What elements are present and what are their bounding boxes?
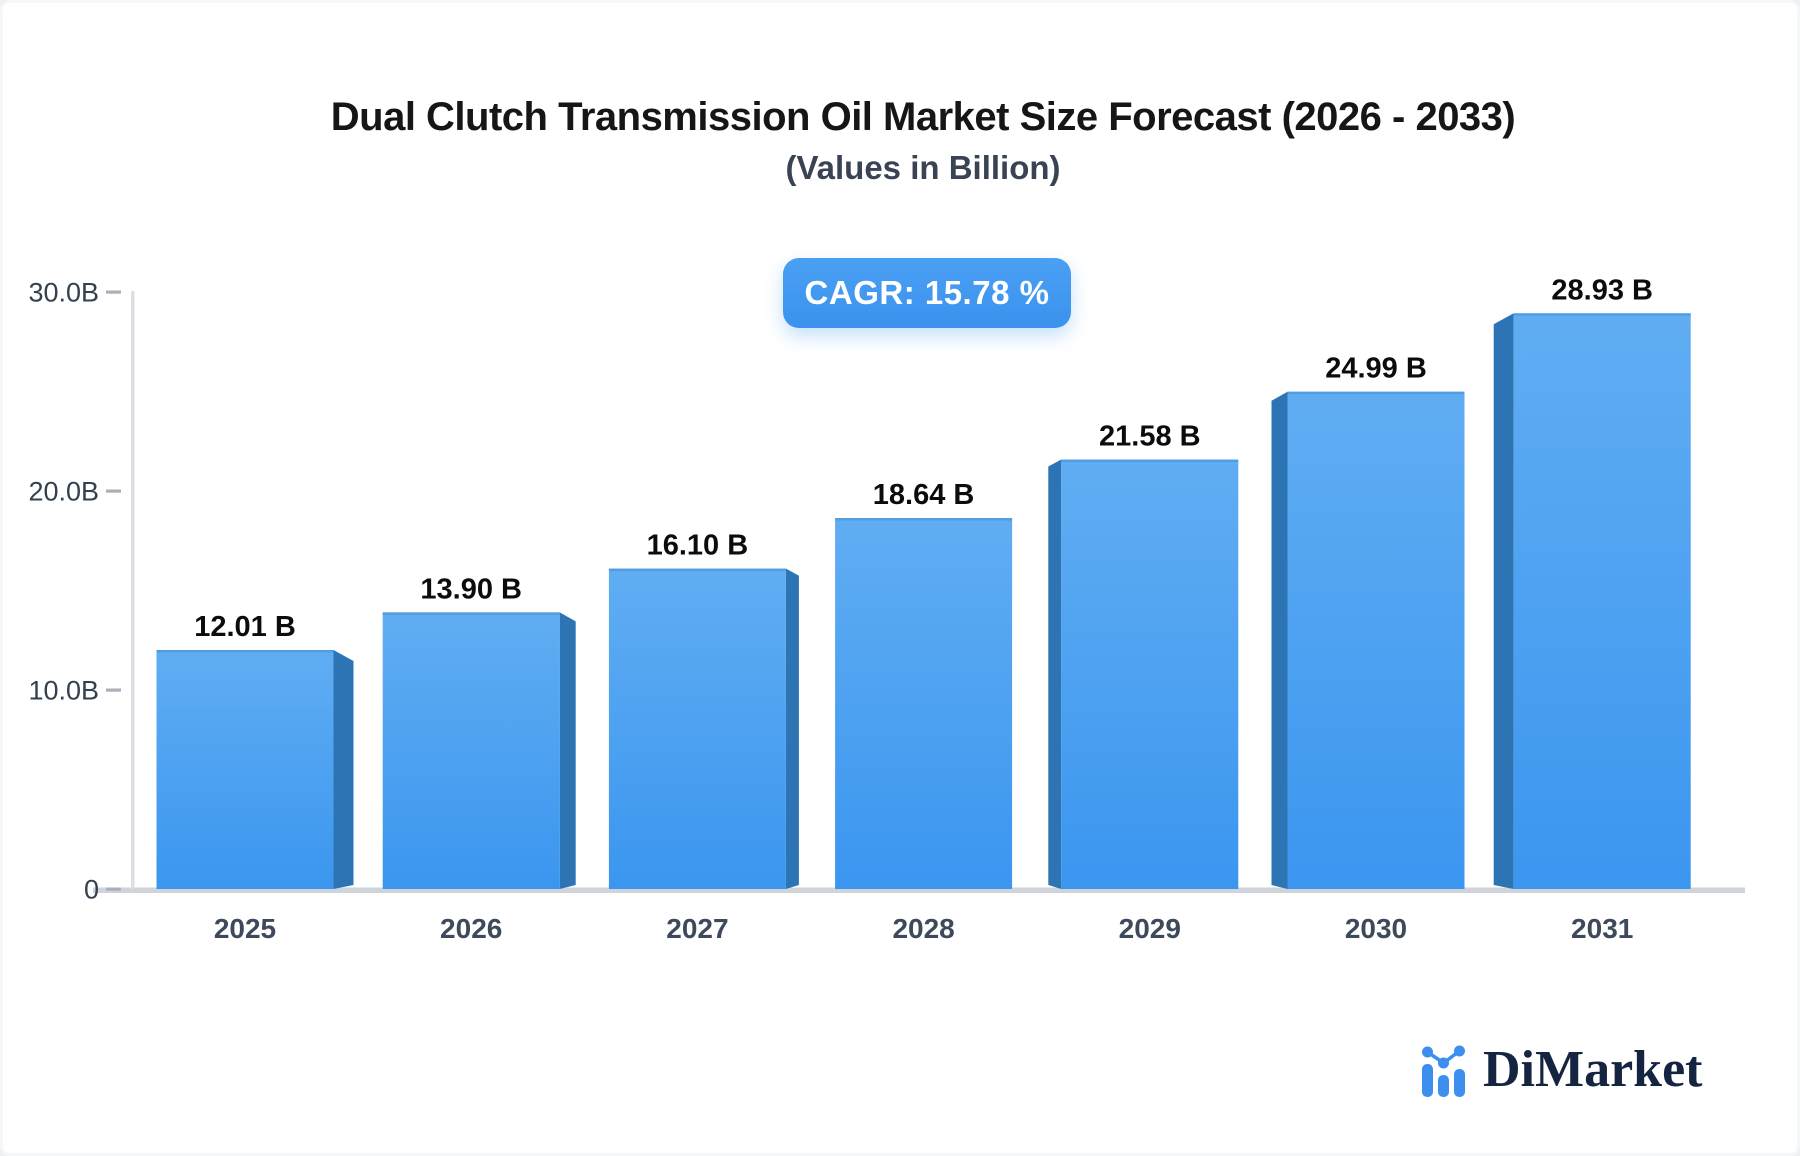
bar-top-edge (608, 568, 786, 572)
bar-side-face (559, 612, 576, 889)
bar-side-face (785, 568, 799, 889)
x-axis-label: 2027 (666, 913, 728, 944)
bar-value-label: 24.99 B (1325, 353, 1427, 385)
brand-logo: DiMarket (1421, 1043, 1702, 1097)
x-axis-label: 2031 (1571, 913, 1633, 944)
bar-2030: 24.99 B 2030 (1271, 353, 1465, 944)
bar-2025: 12.01 B 2025 (156, 611, 354, 944)
bar-top-edge (835, 518, 1013, 521)
x-axis-label: 2029 (1119, 913, 1181, 944)
bar-front-face (608, 568, 786, 889)
bar-front-face (835, 518, 1013, 889)
x-axis-label: 2025 (214, 913, 276, 944)
bar-2026: 13.90 B 2026 (382, 573, 576, 944)
brand-name: DiMarket (1483, 1041, 1703, 1098)
chart-title: Dual Clutch Transmission Oil Market Size… (330, 95, 1516, 139)
bar-front-face (382, 612, 560, 889)
bar-2029: 21.58 B 2029 (1048, 421, 1239, 944)
bar-front-face (1287, 391, 1465, 889)
y-axis-tick (106, 688, 121, 692)
cagr-badge-label: CAGR: 15.78 % (804, 274, 1050, 311)
y-axis-tick-label: 20.0B (28, 476, 99, 506)
bar-top-edge (1513, 313, 1691, 316)
bar-top-edge (1287, 391, 1465, 395)
y-axis-line (131, 291, 135, 889)
x-axis-baseline (93, 887, 1745, 893)
y-axis-tick-label: 30.0B (28, 277, 99, 307)
bar-chart-plot: 30.0B 20.0B 10.0B 0 12.01 B 2025 13.90 B 2026 16… (28, 274, 1745, 944)
chart-subtitle: (Values in Billion) (785, 149, 1061, 186)
bar-2027: 16.10 B 2027 (608, 530, 799, 944)
cagr-badge: CAGR: 15.78 % (783, 258, 1071, 328)
bar-value-label: 16.10 B (647, 530, 749, 562)
bar-side-face (1493, 313, 1514, 890)
bar-front-face (1513, 313, 1691, 890)
x-axis-label: 2028 (892, 913, 954, 944)
bar-value-label: 28.93 B (1551, 274, 1653, 306)
bar-value-label: 18.64 B (873, 479, 975, 511)
bar-2031: 28.93 B 2031 (1493, 274, 1691, 944)
x-axis-label: 2026 (440, 913, 502, 944)
bar-front-face (156, 650, 334, 889)
y-axis-tick (106, 887, 121, 891)
bar-value-label: 21.58 B (1099, 421, 1201, 453)
bar-2028: 18.64 B 2028 (835, 479, 1013, 944)
bar-top-edge (156, 650, 334, 653)
y-axis-tick-label: 10.0B (28, 675, 99, 705)
bar-value-label: 13.90 B (420, 573, 522, 605)
bar-side-face (1048, 459, 1062, 889)
x-axis-label: 2030 (1345, 913, 1407, 944)
bar-side-face (1271, 391, 1288, 889)
bar-top-edge (382, 612, 560, 615)
bar-chart-logo-icon (1422, 1045, 1465, 1097)
y-axis-tick-label: 0 (84, 874, 99, 904)
bar-value-label: 12.01 B (194, 611, 296, 643)
bar-side-face (333, 650, 354, 889)
y-axis-tick (106, 489, 121, 493)
bar-top-edge (1061, 459, 1239, 463)
bar-front-face (1061, 459, 1239, 889)
y-axis-tick (106, 290, 121, 294)
